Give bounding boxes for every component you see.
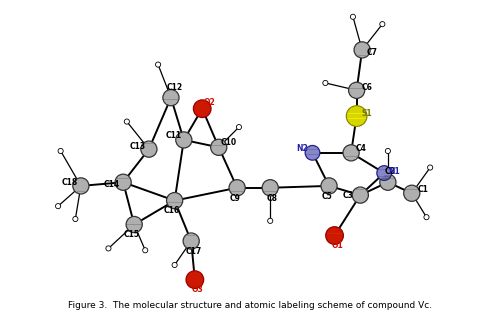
Text: S1: S1: [362, 109, 372, 118]
Text: C15: C15: [123, 230, 139, 239]
Text: O2: O2: [204, 98, 216, 107]
Ellipse shape: [236, 125, 242, 130]
Ellipse shape: [268, 218, 273, 223]
Text: C11: C11: [166, 131, 182, 140]
Text: C5: C5: [322, 192, 332, 201]
Text: C8: C8: [266, 193, 278, 203]
Ellipse shape: [156, 62, 160, 67]
Text: C16: C16: [164, 206, 180, 215]
Ellipse shape: [210, 139, 227, 155]
Text: C7: C7: [367, 48, 378, 57]
Ellipse shape: [424, 215, 429, 220]
Ellipse shape: [183, 233, 200, 249]
Ellipse shape: [350, 14, 356, 19]
Ellipse shape: [354, 42, 370, 58]
Ellipse shape: [106, 246, 111, 251]
Ellipse shape: [380, 174, 396, 190]
Text: C9: C9: [230, 193, 240, 203]
Text: C12: C12: [166, 83, 182, 92]
Ellipse shape: [163, 90, 179, 106]
Text: C4: C4: [356, 144, 367, 153]
Ellipse shape: [321, 178, 337, 194]
Text: Figure 3.  The molecular structure and atomic labeling scheme of compound Vc.: Figure 3. The molecular structure and at…: [68, 301, 432, 310]
Ellipse shape: [124, 119, 130, 124]
Ellipse shape: [343, 145, 359, 161]
Text: N1: N1: [388, 167, 400, 176]
Ellipse shape: [386, 148, 390, 154]
Ellipse shape: [352, 187, 368, 203]
Ellipse shape: [262, 180, 278, 196]
Text: O1: O1: [332, 241, 344, 250]
Ellipse shape: [176, 132, 192, 148]
Ellipse shape: [141, 141, 157, 157]
Text: C6: C6: [362, 83, 372, 92]
Ellipse shape: [326, 227, 344, 244]
Ellipse shape: [73, 216, 78, 222]
Ellipse shape: [73, 178, 89, 194]
Ellipse shape: [229, 180, 245, 196]
Ellipse shape: [115, 174, 131, 190]
Text: C1: C1: [418, 185, 429, 194]
Text: N2: N2: [296, 144, 308, 153]
Text: C17: C17: [186, 247, 202, 256]
Ellipse shape: [305, 146, 320, 160]
Ellipse shape: [346, 106, 367, 126]
Ellipse shape: [380, 22, 385, 27]
Ellipse shape: [377, 166, 392, 180]
Text: O3: O3: [192, 285, 203, 295]
Ellipse shape: [323, 80, 328, 85]
Ellipse shape: [404, 185, 420, 201]
Ellipse shape: [172, 262, 177, 268]
Text: C18: C18: [62, 178, 78, 187]
Text: C14: C14: [104, 180, 120, 188]
Text: C3: C3: [343, 191, 354, 200]
Ellipse shape: [126, 216, 142, 233]
Ellipse shape: [56, 203, 60, 209]
Ellipse shape: [166, 192, 182, 209]
Text: C13: C13: [130, 142, 146, 151]
Text: C2: C2: [384, 167, 395, 177]
Ellipse shape: [142, 248, 148, 253]
Ellipse shape: [428, 165, 432, 170]
Text: C10: C10: [221, 138, 237, 147]
Ellipse shape: [194, 100, 211, 117]
Ellipse shape: [186, 271, 204, 289]
Ellipse shape: [348, 82, 364, 98]
Ellipse shape: [58, 148, 63, 154]
